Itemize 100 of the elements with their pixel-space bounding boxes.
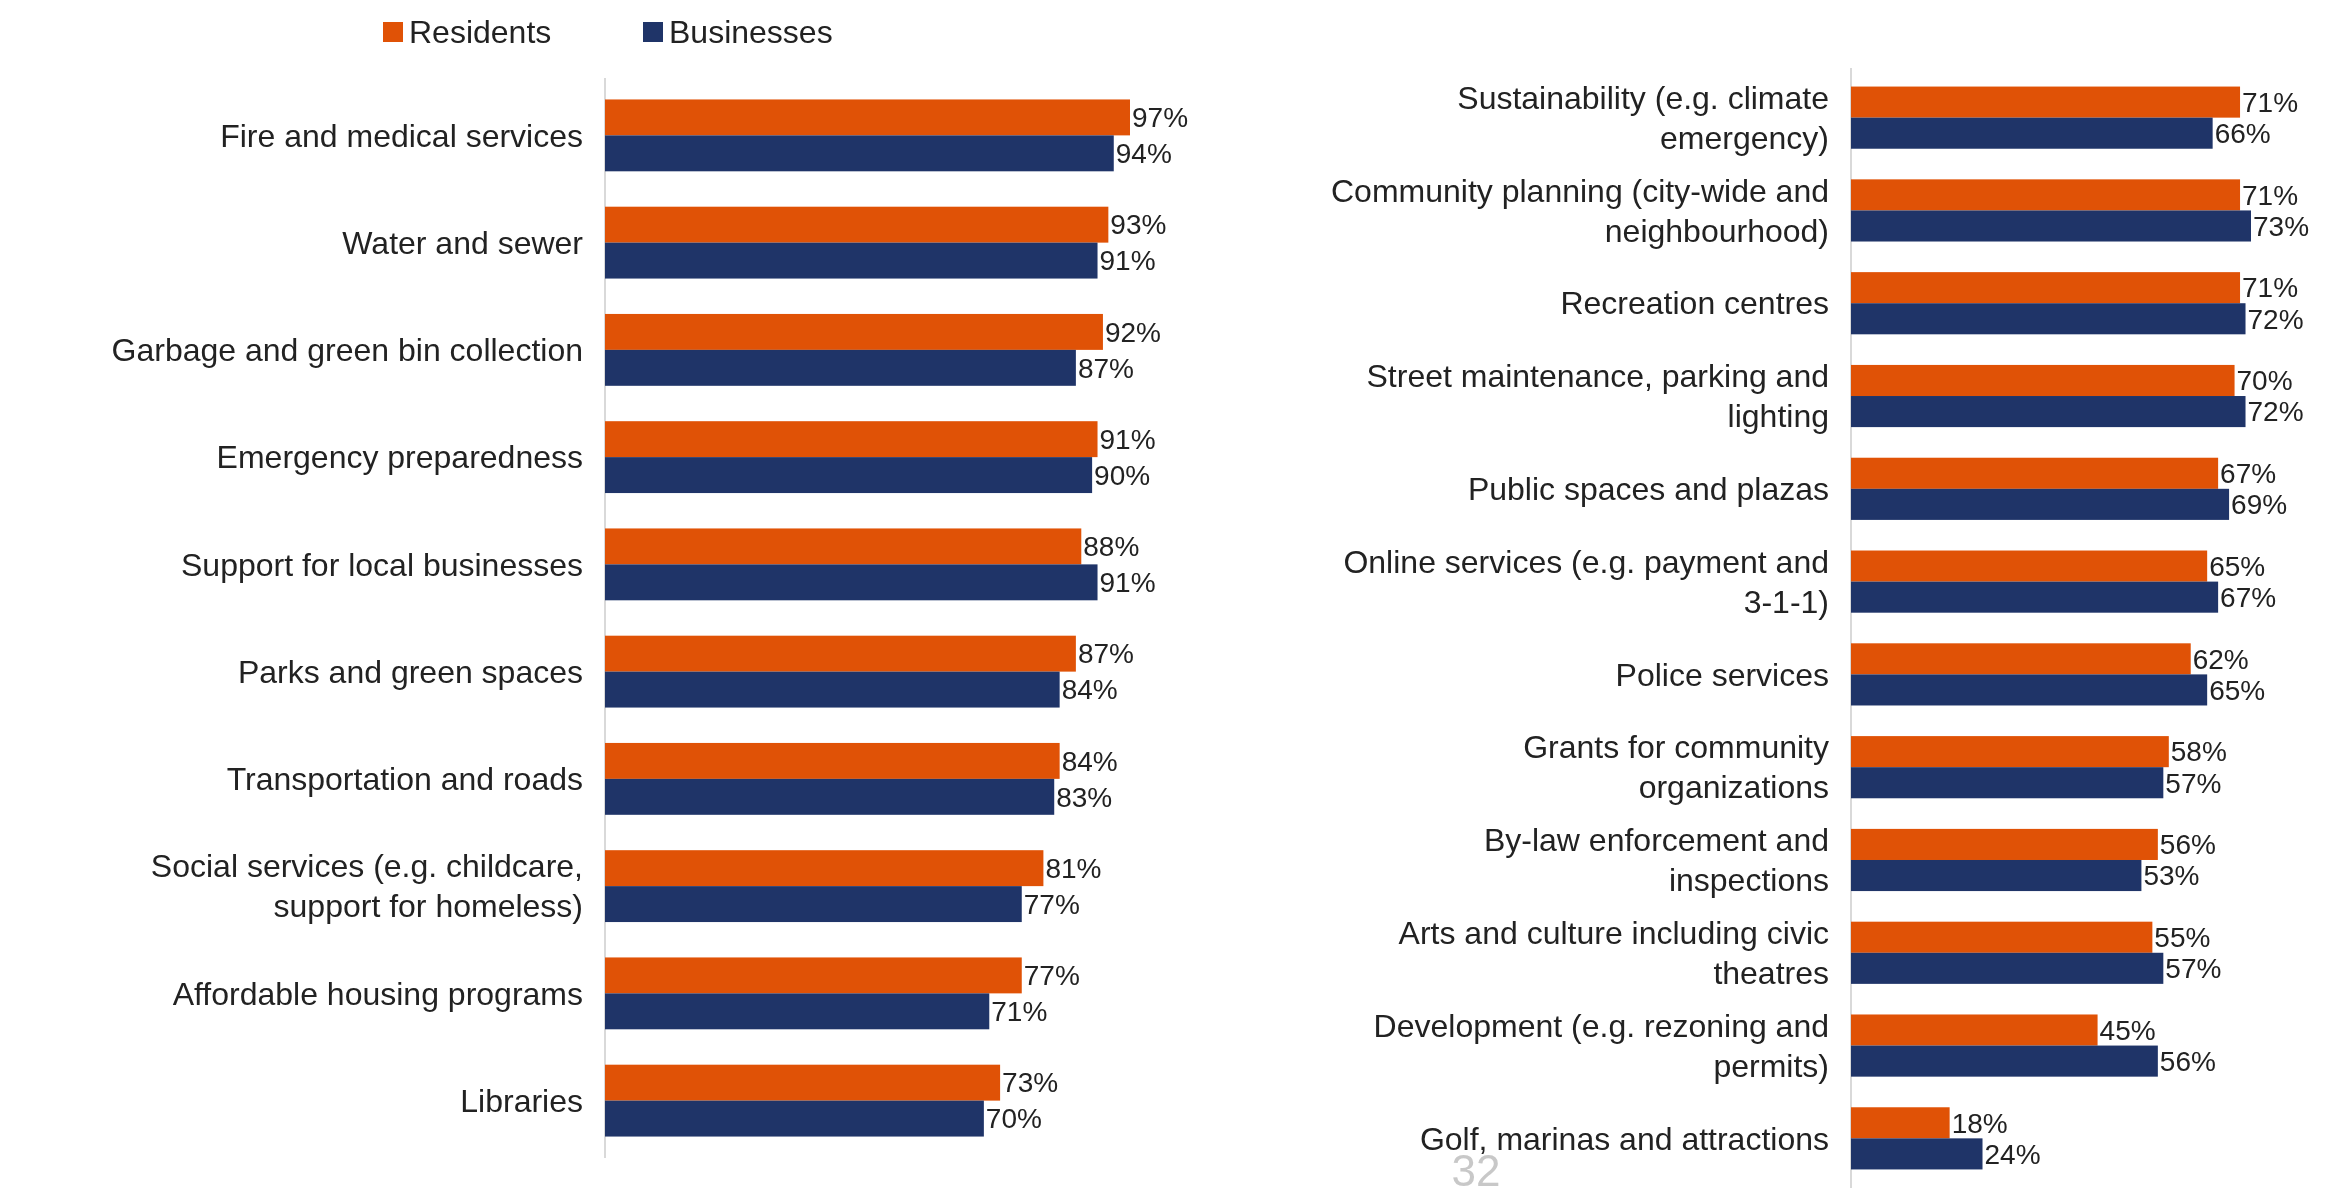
data-label: 97% bbox=[1132, 102, 1189, 134]
bar bbox=[1851, 767, 2164, 799]
data-label: 71% bbox=[2242, 272, 2299, 304]
bar bbox=[605, 671, 1060, 708]
bar bbox=[1851, 550, 2208, 582]
category-label: Parks and green spaces bbox=[237, 653, 583, 690]
data-label: 72% bbox=[2247, 303, 2304, 335]
bar bbox=[1851, 1107, 1950, 1139]
category-label: Fire and medical services bbox=[220, 117, 583, 154]
data-label: 70% bbox=[2236, 365, 2293, 397]
bar bbox=[1851, 828, 2158, 860]
data-label: 77% bbox=[1023, 888, 1080, 920]
data-label: 87% bbox=[1077, 638, 1134, 670]
data-label: 73% bbox=[2253, 210, 2310, 242]
bar bbox=[1851, 210, 2251, 242]
data-label: 62% bbox=[2192, 643, 2249, 675]
data-label: 56% bbox=[2159, 1045, 2216, 1077]
data-label: 87% bbox=[1077, 352, 1134, 384]
category-label: Libraries bbox=[460, 1082, 583, 1119]
bar bbox=[605, 99, 1130, 136]
bar bbox=[605, 778, 1055, 815]
bar bbox=[605, 742, 1060, 779]
category-label: Social services (e.g. childcare, support for homeless) bbox=[150, 848, 583, 925]
category-label: Sustainability (e.g. climate emergency) bbox=[1457, 79, 1829, 156]
category-label: Online services (e.g. payment and 3-1-1) bbox=[1343, 543, 1829, 620]
bar bbox=[605, 528, 1082, 565]
bar bbox=[605, 564, 1098, 601]
data-label: 91% bbox=[1099, 245, 1156, 277]
bar bbox=[1851, 1138, 1983, 1170]
data-label: 69% bbox=[2231, 489, 2288, 521]
data-label: 57% bbox=[2165, 953, 2222, 985]
bar bbox=[605, 349, 1076, 386]
bar bbox=[605, 886, 1022, 923]
category-label: By-law enforcement and inspections bbox=[1483, 822, 1829, 899]
data-label: 81% bbox=[1045, 852, 1102, 884]
category-label: Development (e.g. rezoning and permits) bbox=[1373, 1007, 1829, 1084]
category-label: Community planning (city-wide and neighbourhood) bbox=[1331, 172, 1829, 249]
category-label: Support for local businesses bbox=[181, 546, 583, 583]
category-label: Garbage and green bin collection bbox=[111, 332, 583, 369]
data-label: 90% bbox=[1094, 459, 1151, 491]
data-label: 92% bbox=[1104, 316, 1161, 348]
data-label: 72% bbox=[2247, 396, 2304, 428]
bar bbox=[605, 242, 1098, 279]
data-label: 65% bbox=[2209, 674, 2266, 706]
data-label: 93% bbox=[1110, 209, 1167, 241]
bar bbox=[1851, 179, 2241, 211]
bar bbox=[1851, 364, 2235, 397]
bar bbox=[1851, 952, 2164, 984]
bar bbox=[1851, 921, 2153, 953]
data-label: 45% bbox=[2099, 1014, 2156, 1046]
category-label: Recreation centres bbox=[1560, 285, 1829, 322]
data-label: 83% bbox=[1056, 781, 1113, 813]
data-label: 84% bbox=[1061, 674, 1118, 706]
data-label: 91% bbox=[1099, 423, 1156, 455]
category-label: Water and sewer bbox=[342, 224, 583, 261]
data-label: 66% bbox=[2214, 117, 2271, 149]
bar bbox=[1851, 674, 2208, 706]
category-label: Street maintenance, parking and lighting bbox=[1366, 358, 1829, 435]
data-label: 71% bbox=[991, 996, 1048, 1028]
bar bbox=[605, 850, 1044, 887]
bar bbox=[1851, 303, 2246, 335]
bar bbox=[1851, 488, 2230, 520]
data-label: 73% bbox=[1002, 1067, 1059, 1099]
bar bbox=[605, 1100, 984, 1137]
bar bbox=[1851, 457, 2219, 489]
bar bbox=[1851, 86, 2241, 118]
data-label: 77% bbox=[1023, 960, 1080, 992]
data-label: 57% bbox=[2165, 767, 2222, 799]
category-label: Emergency preparedness bbox=[216, 439, 583, 476]
bar bbox=[605, 635, 1076, 672]
bar bbox=[605, 135, 1114, 172]
category-label: Grants for community organizations bbox=[1523, 729, 1829, 806]
bar bbox=[1851, 736, 2169, 768]
category-label: Transportation and roads bbox=[226, 761, 583, 798]
data-label: 67% bbox=[2220, 581, 2277, 613]
bar bbox=[1851, 396, 2246, 428]
bar bbox=[605, 1064, 1001, 1101]
bar bbox=[1851, 272, 2241, 304]
bar bbox=[1851, 1045, 2158, 1077]
category-label: Police services bbox=[1615, 656, 1829, 693]
bar bbox=[1851, 117, 2213, 149]
data-label: 84% bbox=[1061, 745, 1118, 777]
data-label: 55% bbox=[2154, 922, 2211, 954]
data-label: 24% bbox=[1984, 1138, 2041, 1170]
data-label: 91% bbox=[1099, 567, 1156, 599]
data-label: 18% bbox=[1951, 1107, 2008, 1139]
bar bbox=[1851, 1014, 2098, 1046]
bar bbox=[1851, 643, 2191, 675]
bar bbox=[605, 313, 1103, 350]
category-label: Arts and culture including civic theatres bbox=[1398, 914, 1829, 991]
bar bbox=[605, 993, 990, 1030]
data-label: 67% bbox=[2220, 458, 2277, 490]
bar bbox=[605, 206, 1109, 243]
category-label: Public spaces and plazas bbox=[1467, 471, 1829, 508]
data-label: 94% bbox=[1115, 138, 1172, 170]
legend-label: Residents bbox=[409, 14, 552, 51]
data-label: 56% bbox=[2159, 829, 2216, 861]
data-label: 88% bbox=[1083, 531, 1140, 563]
bar bbox=[605, 457, 1093, 494]
legend-label: Businesses bbox=[669, 14, 833, 51]
